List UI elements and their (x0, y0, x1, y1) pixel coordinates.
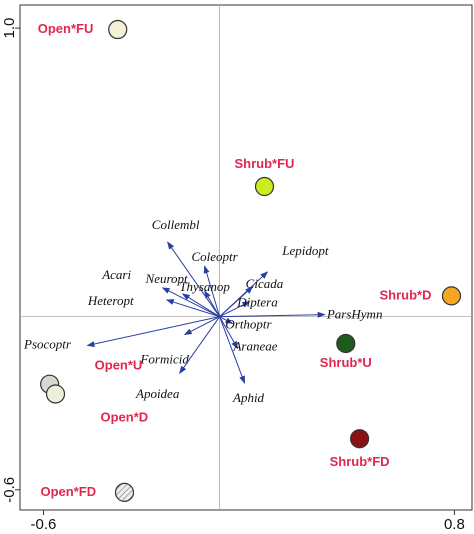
species-label: Diptera (236, 295, 278, 310)
site-point (254, 176, 275, 197)
species-label: Collembl (152, 217, 200, 232)
species-label: Formicid (139, 352, 189, 367)
y-tick-label: -0.6 (1, 477, 18, 503)
species-arrow (204, 290, 221, 317)
species-label: Araneae (232, 338, 277, 353)
species-label: Thysanop (179, 279, 230, 294)
y-tick-label: 1.0 (1, 18, 18, 39)
site-label: Open*D (101, 409, 149, 424)
species-arrow (183, 316, 220, 336)
species-arrow (167, 241, 220, 317)
site-label: Shrub*FU (235, 156, 295, 171)
species-arrow (219, 316, 234, 325)
species-arrow (219, 311, 326, 318)
site-label: Open*FU (38, 21, 94, 36)
species-label: Orthoptr (225, 317, 272, 332)
species-label: Aphid (232, 390, 265, 405)
species-label: ParsHymn (326, 307, 383, 322)
species-label: Lepidopt (281, 243, 329, 258)
species-arrow (181, 293, 220, 318)
species-label: Apoidea (135, 386, 180, 401)
species-label: Acari (101, 267, 131, 282)
species-arrow (219, 316, 246, 384)
species-label: Neuropt (145, 271, 189, 286)
site-label: Shrub*FD (330, 454, 390, 469)
species-arrow (219, 316, 238, 350)
species-arrow (219, 301, 251, 318)
species-arrow (86, 316, 220, 347)
x-tick-label: 0.8 (444, 516, 465, 533)
site-label: Open*FD (40, 484, 96, 499)
species-arrow (165, 299, 220, 318)
site-label: Shrub*D (379, 287, 431, 302)
site-point (336, 333, 356, 354)
species-label: Coleoptr (191, 249, 238, 264)
species-arrow (179, 316, 220, 375)
species-label: Heteropt (87, 293, 134, 308)
species-label: Cicada (246, 276, 284, 291)
site-point (45, 384, 66, 404)
species-label: Psocoptr (23, 336, 72, 351)
site-point (349, 429, 370, 449)
x-tick-label: -0.6 (31, 516, 57, 533)
site-point (108, 19, 128, 40)
site-point (441, 286, 462, 306)
site-label: Shrub*U (320, 355, 372, 370)
site-label: Open*U (95, 358, 143, 373)
species-arrow (161, 287, 220, 318)
site-point (114, 482, 135, 502)
species-arrow (203, 265, 221, 317)
plot-frame (19, 4, 473, 511)
species-arrow (219, 286, 254, 318)
